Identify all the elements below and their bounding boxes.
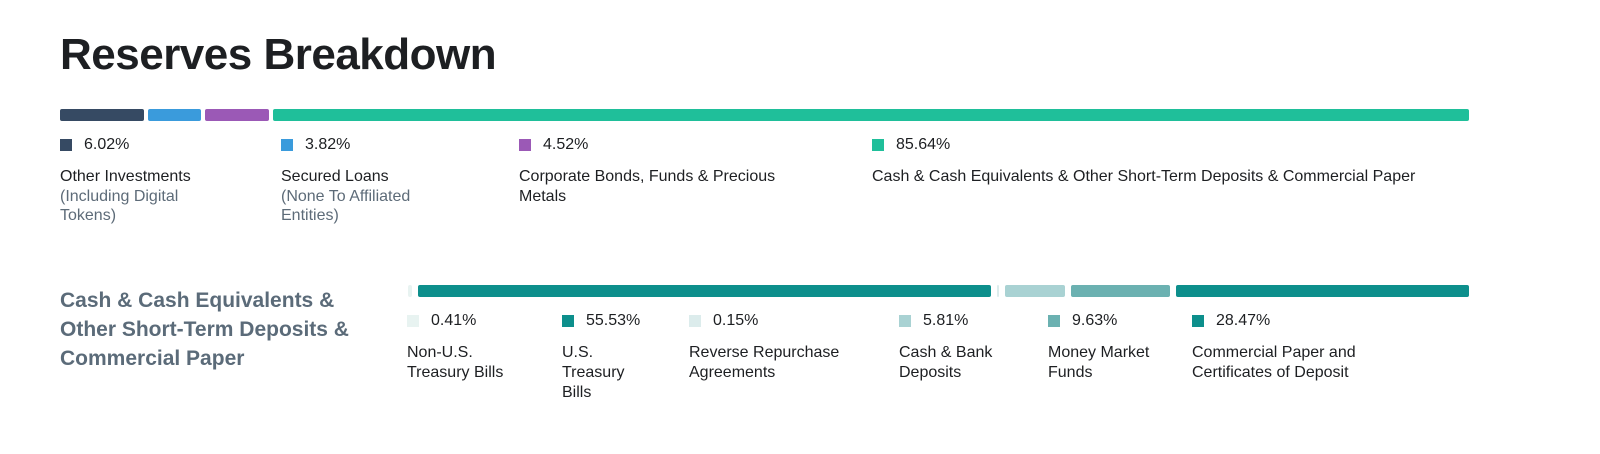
- legend-item-cash-cash-equivalents-other-short-term-deposits-commercial-paper: 85.64% Cash & Cash Equivalents & Other Sh…: [872, 135, 1432, 187]
- legend-item-money-market-funds: 9.63% Money Market Funds: [1048, 311, 1178, 383]
- legend-item-commercial-paper-and-certificates-of-deposit: 28.47% Commercial Paper and Certificates …: [1192, 311, 1412, 383]
- legend-label: Cash & Cash Equivalents & Other Short-Te…: [872, 168, 1416, 185]
- legend-item-u-s-treasury-bills: 55.53% U.S. Treasury Bills: [562, 311, 652, 403]
- legend-label: Money Market Funds: [1048, 344, 1150, 381]
- legend-item-non-u-s-treasury-bills: 0.41% Non-U.S. Treasury Bills: [407, 311, 527, 383]
- bar-segment-other-investments: [60, 109, 145, 121]
- legend-swatch: [60, 139, 72, 151]
- section-title: Cash & Cash Equivalents & Other Short-Te…: [60, 289, 349, 370]
- legend-percentage: 3.82%: [305, 136, 351, 153]
- legend-item-cash-bank-deposits: 5.81% Cash & Bank Deposits: [899, 311, 1019, 383]
- legend-item-corporate-bonds-funds-precious-metals: 4.52% Corporate Bonds, Funds & Precious M…: [519, 135, 819, 207]
- legend-label: Reverse Repurchase Agreements: [689, 344, 840, 381]
- legend-percentage: 0.41%: [431, 312, 477, 329]
- legend-label: Corporate Bonds, Funds & Precious Metals: [519, 168, 776, 205]
- reserves-stacked-bar: [60, 109, 1469, 121]
- legend-percentage: 55.53%: [586, 312, 641, 329]
- legend-label: U.S. Treasury Bills: [562, 344, 625, 401]
- legend-item-other-investments: 6.02% Other Investments (Including Digital…: [60, 135, 235, 225]
- legend-label: Other Investments: [60, 168, 191, 185]
- legend-percentage: 28.47%: [1216, 312, 1271, 329]
- legend-sublabel: (Including Digital Tokens): [60, 188, 179, 224]
- bar-segment-cash-cash-equivalents-other-short-term-deposits-commercial-paper: [272, 109, 1469, 121]
- bar-segment-commercial-paper-and-certificates-of-deposit: [1175, 285, 1470, 297]
- legend-label: Secured Loans: [281, 168, 389, 185]
- legend-percentage: 9.63%: [1072, 312, 1118, 329]
- legend-swatch: [562, 315, 574, 327]
- bar-segment-u-s-treasury-bills: [418, 285, 991, 297]
- legend-percentage: 5.81%: [923, 312, 969, 329]
- legend-swatch: [407, 315, 419, 327]
- legend-swatch: [872, 139, 884, 151]
- bar-segment-money-market-funds: [1070, 285, 1170, 297]
- legend-swatch: [689, 315, 701, 327]
- legend-sublabel: (None To Affiliated Entities): [281, 188, 411, 224]
- legend-swatch: [519, 139, 531, 151]
- legend-percentage: 4.52%: [543, 136, 589, 153]
- legend-label: Cash & Bank Deposits: [899, 344, 993, 381]
- legend-swatch: [281, 139, 293, 151]
- cash-equivalents-stacked-bar: [408, 285, 1470, 297]
- legend-item-reverse-repurchase-agreements: 0.15% Reverse Repurchase Agreements: [689, 311, 869, 383]
- bar-segment-cash-bank-deposits: [1004, 285, 1065, 297]
- legend-swatch: [1048, 315, 1060, 327]
- legend-label: Commercial Paper and Certificates of Dep…: [1192, 344, 1356, 381]
- bar-segment-secured-loans: [148, 109, 202, 121]
- legend-percentage: 0.15%: [713, 312, 759, 329]
- legend-percentage: 85.64%: [896, 136, 951, 153]
- page-title: Reserves Breakdown: [60, 30, 497, 79]
- bar-segment-reverse-repurchase-agreements: [996, 285, 999, 297]
- bar-segment-non-u-s-treasury-bills: [408, 285, 413, 297]
- legend-item-secured-loans: 3.82% Secured Loans (None To Affiliated En…: [281, 135, 461, 225]
- legend-swatch: [899, 315, 911, 327]
- legend-percentage: 6.02%: [84, 136, 130, 153]
- legend-swatch: [1192, 315, 1204, 327]
- bar-segment-corporate-bonds-funds-precious-metals: [205, 109, 269, 121]
- legend-label: Non-U.S. Treasury Bills: [407, 344, 504, 381]
